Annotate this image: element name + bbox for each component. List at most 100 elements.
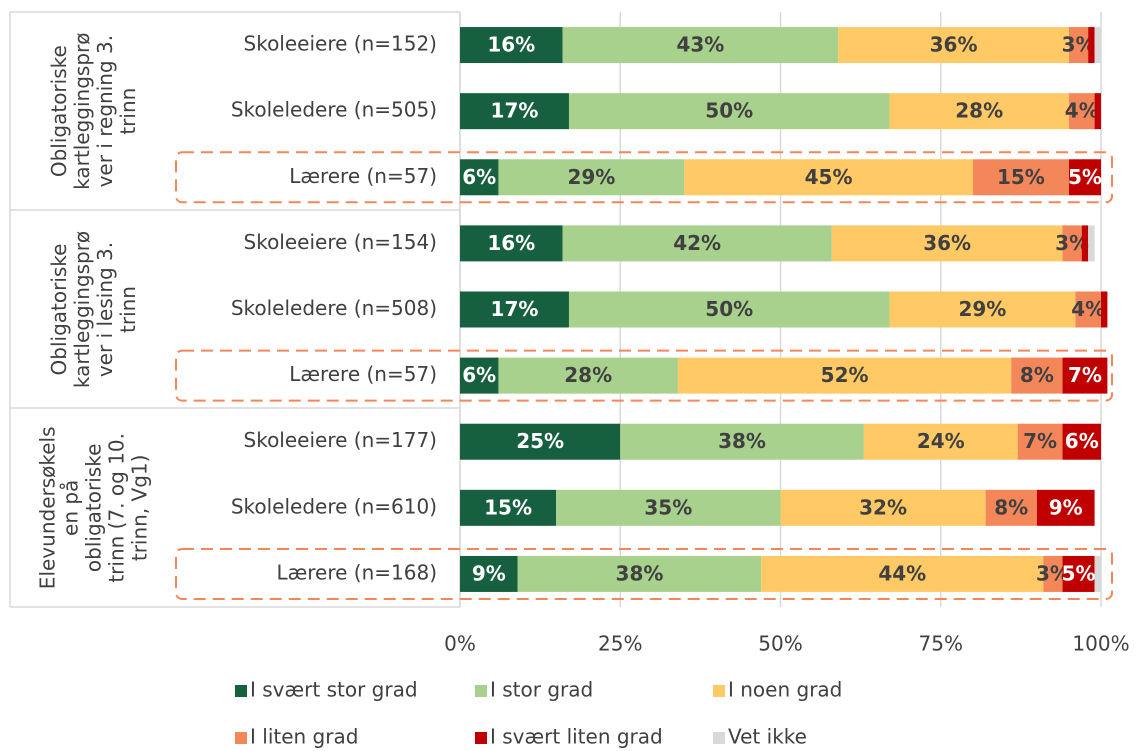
bar-segment bbox=[1036, 489, 1095, 526]
data-label: 44% bbox=[878, 561, 926, 585]
data-label: 7% bbox=[1068, 363, 1102, 387]
bar-segment bbox=[838, 27, 1069, 64]
y-tick-label: Skoleeiere (n=154) bbox=[244, 230, 438, 254]
bar-segment bbox=[889, 93, 1069, 130]
data-label: 9% bbox=[472, 561, 506, 585]
data-label: 45% bbox=[805, 165, 853, 189]
legend-label: I liten grad bbox=[250, 725, 358, 749]
data-label: 8% bbox=[1020, 363, 1054, 387]
bar-segment bbox=[1062, 423, 1101, 460]
legend-swatch bbox=[475, 732, 487, 744]
data-label: 42% bbox=[673, 231, 721, 255]
data-label: 36% bbox=[923, 231, 971, 255]
legend-swatch bbox=[475, 685, 487, 697]
group-label-line: trinn, Vg1) bbox=[127, 455, 151, 562]
highlight-box bbox=[175, 349, 1113, 402]
legend-label: Vet ikke bbox=[728, 725, 807, 749]
bar-segment bbox=[460, 555, 518, 592]
group-label-line: ver i regning 3. bbox=[93, 35, 117, 187]
group-label-line: en på bbox=[59, 480, 83, 536]
y-tick-label: Skoleledere (n=505) bbox=[231, 98, 437, 122]
legend-swatch bbox=[235, 732, 247, 744]
bar-segment bbox=[1094, 27, 1101, 64]
data-label: 24% bbox=[917, 429, 965, 453]
legend-swatch bbox=[713, 732, 725, 744]
bar-segment bbox=[1062, 225, 1082, 262]
legend-label: I stor grad bbox=[490, 678, 593, 702]
group-label-line: Obligatoriske bbox=[47, 244, 71, 376]
x-tick-label: 0% bbox=[444, 632, 476, 656]
data-label: 17% bbox=[491, 297, 539, 321]
bar-segment bbox=[1068, 27, 1089, 64]
group-label-line: kartleggingsprø bbox=[70, 231, 94, 388]
bar-segment bbox=[1068, 159, 1101, 196]
data-label: 50% bbox=[705, 297, 753, 321]
legend-label: I svært stor grad bbox=[250, 678, 418, 702]
group-label-line: Obligatoriske bbox=[47, 45, 71, 177]
bar-segment bbox=[460, 357, 499, 394]
data-label: 5% bbox=[1062, 561, 1096, 585]
data-label: 29% bbox=[567, 165, 615, 189]
y-tick-label: Lærere (n=57) bbox=[289, 362, 437, 386]
data-label: 36% bbox=[930, 33, 978, 57]
data-label: 7% bbox=[1023, 429, 1057, 453]
data-label: 38% bbox=[718, 429, 766, 453]
bar-segment bbox=[1062, 555, 1095, 592]
highlight-box bbox=[175, 151, 1113, 204]
highlight-box bbox=[175, 547, 1113, 600]
bar-segment bbox=[562, 225, 832, 262]
y-tick-label: Skoleeiere (n=177) bbox=[244, 428, 438, 452]
bar-segment bbox=[1043, 555, 1063, 592]
data-label: 28% bbox=[564, 363, 612, 387]
data-label: 35% bbox=[644, 495, 692, 519]
bar-segment bbox=[1081, 225, 1089, 262]
data-label: 16% bbox=[487, 33, 535, 57]
group-label-line: kartleggingsprø bbox=[70, 33, 94, 190]
data-label: 52% bbox=[821, 363, 869, 387]
x-tick-label: 100% bbox=[1072, 632, 1129, 656]
data-label: 17% bbox=[491, 99, 539, 123]
bar-segment bbox=[1094, 555, 1101, 592]
data-label: 5% bbox=[1068, 165, 1102, 189]
bar-segment bbox=[460, 27, 563, 64]
group-label-line: trinn bbox=[116, 286, 140, 333]
bar-segment bbox=[863, 423, 1018, 460]
y-tick-label: Skoleledere (n=508) bbox=[231, 296, 437, 320]
data-label: 38% bbox=[616, 561, 664, 585]
bar-segment bbox=[985, 489, 1037, 526]
legend-swatch bbox=[713, 685, 725, 697]
bar-segment bbox=[761, 555, 1044, 592]
legend-label: I svært liten grad bbox=[490, 725, 663, 749]
bar-segment bbox=[889, 291, 1076, 328]
group-label-line: Elevundersøkels bbox=[36, 426, 60, 589]
bar-segment bbox=[556, 489, 781, 526]
data-label: 15% bbox=[997, 165, 1045, 189]
data-label: 16% bbox=[487, 231, 535, 255]
y-tick-label: Lærere (n=57) bbox=[289, 164, 437, 188]
bar-segment bbox=[780, 489, 986, 526]
bar-segment bbox=[1101, 291, 1108, 328]
data-label: 25% bbox=[516, 429, 564, 453]
bar-segment bbox=[1017, 423, 1063, 460]
bar-segment bbox=[498, 357, 678, 394]
bar-segment bbox=[1068, 93, 1095, 130]
group-label: Obligatoriske kartleggingsprø ver i regnin… bbox=[47, 33, 140, 190]
data-label: 32% bbox=[859, 495, 907, 519]
bar-segment bbox=[460, 423, 621, 460]
legend-swatch bbox=[235, 685, 247, 697]
bar-segment bbox=[831, 225, 1063, 262]
bar-segment bbox=[498, 159, 685, 196]
data-label: 8% bbox=[994, 495, 1028, 519]
bar-segment bbox=[972, 159, 1069, 196]
group-label-line: ver i lesing 3. bbox=[93, 242, 117, 377]
bar-segment bbox=[460, 93, 569, 130]
data-label: 28% bbox=[955, 99, 1003, 123]
data-label: 15% bbox=[484, 495, 532, 519]
data-label: 50% bbox=[705, 99, 753, 123]
data-label: 6% bbox=[462, 363, 496, 387]
x-tick-label: 25% bbox=[598, 632, 642, 656]
x-tick-label: 50% bbox=[758, 632, 802, 656]
bar-segment bbox=[1062, 357, 1108, 394]
